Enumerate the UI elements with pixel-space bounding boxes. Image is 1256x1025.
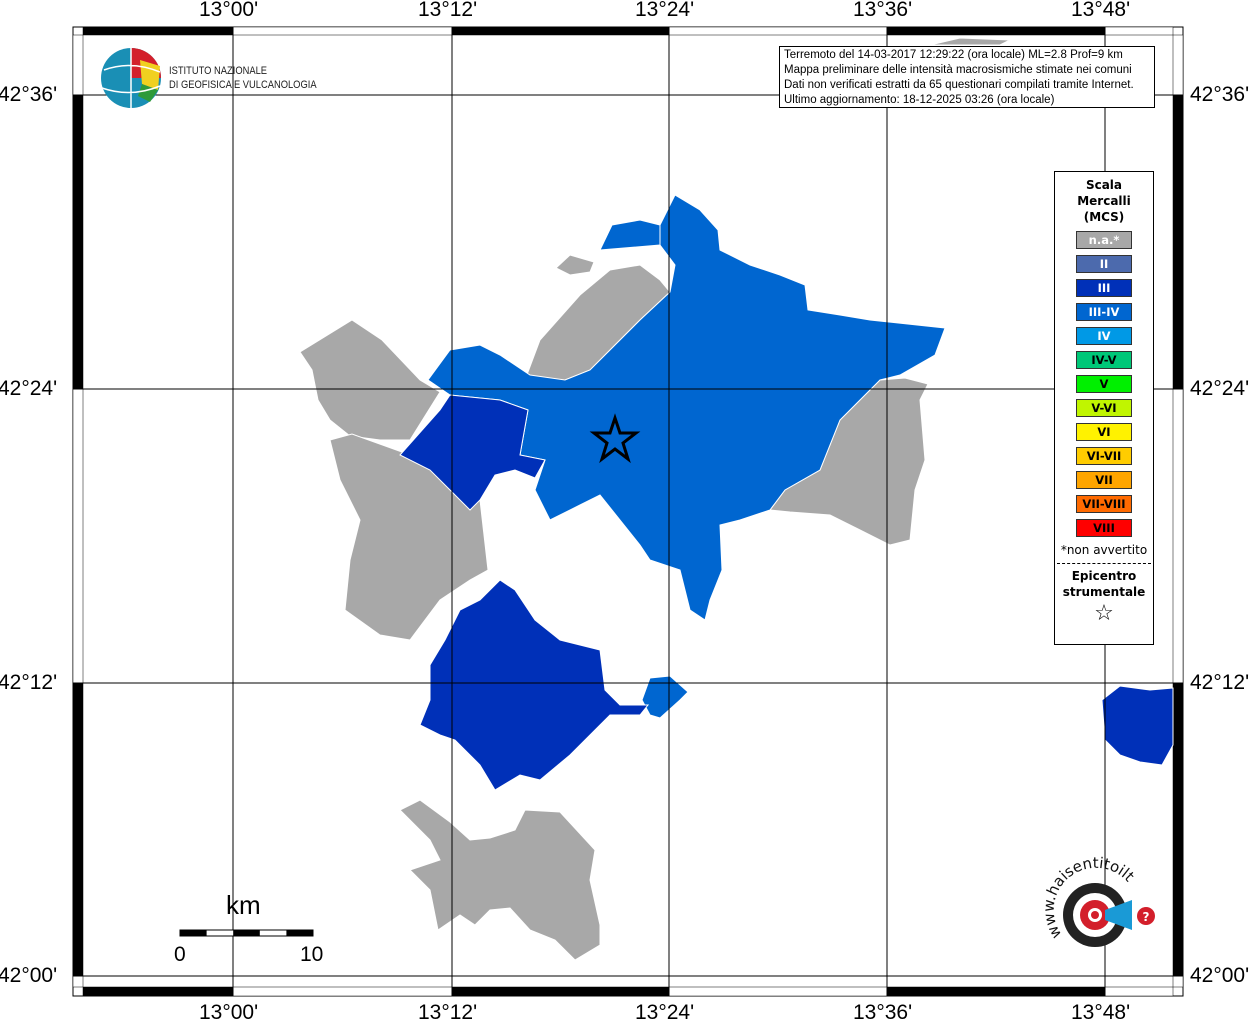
municipality-iii-iv	[599, 219, 661, 251]
frame-segment	[232, 986, 453, 997]
event-info-box: Terremoto del 14-03-2017 12:29:22 (ora l…	[779, 46, 1155, 108]
legend-swatch: IV	[1076, 327, 1132, 345]
frame-segment	[82, 986, 234, 997]
frame-segment	[668, 26, 888, 36]
lat-tick-label: 42°12'	[1190, 671, 1250, 694]
frame-segment	[72, 682, 84, 977]
frame-segment	[451, 26, 670, 36]
frame-segment	[1172, 682, 1184, 977]
lat-tick-label: 42°00'	[0, 964, 58, 987]
frame-segment	[1172, 388, 1184, 684]
legend-title: Scala Mercalli (MCS)	[1077, 178, 1131, 224]
legend-note: *non avvertito	[1060, 543, 1148, 557]
municipality-na	[555, 254, 595, 276]
frame-segment	[1172, 975, 1184, 988]
legend-swatch: IV-V	[1076, 351, 1132, 369]
lon-tick-label: 13°36'	[853, 0, 913, 21]
legend-swatch: II	[1076, 255, 1132, 273]
ingv-logo-text: ISTITUTO NAZIONALE DI GEOFISICA E VULCAN…	[169, 65, 317, 91]
frame-segment	[1172, 94, 1184, 390]
frame-segment	[82, 26, 234, 36]
legend-swatch: n.a.*	[1076, 231, 1132, 249]
municipality-iii	[1101, 685, 1174, 766]
municipality-iii	[419, 579, 650, 791]
frame-segment	[1104, 986, 1174, 997]
star-outline-icon: ☆	[1094, 601, 1114, 626]
legend-swatch: VI	[1076, 423, 1132, 441]
scale-label-10: 10	[300, 943, 324, 966]
lon-tick-label: 13°24'	[635, 1001, 695, 1024]
frame-segment	[72, 34, 84, 96]
frame-segment	[232, 26, 453, 36]
frame-segment	[886, 26, 1106, 36]
municipality-na	[929, 37, 1011, 46]
scale-bar	[179, 929, 314, 937]
map-frame	[72, 26, 1184, 997]
frame-segment	[72, 388, 84, 684]
lat-tick-label: 42°36'	[1190, 83, 1250, 106]
lat-tick-label: 42°12'	[0, 671, 58, 694]
legend-swatch: III	[1076, 279, 1132, 297]
legend-swatch: VII-VIII	[1076, 495, 1132, 513]
lat-tick-label: 42°24'	[1190, 377, 1250, 400]
frame-segment	[1172, 34, 1184, 96]
lon-tick-label: 13°00'	[199, 0, 259, 21]
lon-tick-label: 13°00'	[199, 1001, 259, 1024]
frame-segment	[72, 975, 84, 988]
lon-tick-label: 13°12'	[418, 1001, 478, 1024]
legend-divider	[1057, 563, 1151, 564]
frame-segment	[451, 986, 670, 997]
legend-swatch: VIII	[1076, 519, 1132, 537]
frame-segment	[72, 94, 84, 390]
lon-tick-label: 13°48'	[1071, 1001, 1131, 1024]
lon-tick-label: 13°48'	[1071, 0, 1131, 21]
lat-tick-label: 42°24'	[0, 377, 58, 400]
municipality-iii	[399, 394, 546, 511]
municipality-na	[299, 319, 441, 441]
svg-text:?: ?	[1143, 910, 1150, 924]
ingv-logo	[101, 48, 161, 108]
mcs-legend: Scala Mercalli (MCS) n.a.* II III III-IV IV IV-…	[1054, 171, 1154, 645]
lon-tick-label: 13°36'	[853, 1001, 913, 1024]
frame-segment	[668, 986, 888, 997]
legend-swatch: VII	[1076, 471, 1132, 489]
lat-tick-label: 42°00'	[1190, 964, 1250, 987]
legend-swatch: V	[1076, 375, 1132, 393]
lon-tick-label: 13°12'	[418, 0, 478, 21]
legend-swatch: V-VI	[1076, 399, 1132, 417]
lat-tick-label: 42°36'	[0, 83, 58, 106]
scale-unit: km	[226, 890, 261, 920]
municipality-na	[399, 799, 601, 961]
frame-segment	[886, 986, 1106, 997]
legend-swatch: III-IV	[1076, 303, 1132, 321]
lon-tick-label: 13°24'	[635, 0, 695, 21]
scale-label-0: 0	[174, 943, 186, 966]
epicenter-star-icon	[589, 413, 641, 464]
epicenter-legend-title: Epicentro strumentale	[1062, 569, 1146, 599]
legend-swatch: VI-VII	[1076, 447, 1132, 465]
frame-segment	[1104, 26, 1174, 36]
municipality-iii-iv	[641, 675, 689, 719]
municipality-iii-iv	[427, 194, 946, 621]
